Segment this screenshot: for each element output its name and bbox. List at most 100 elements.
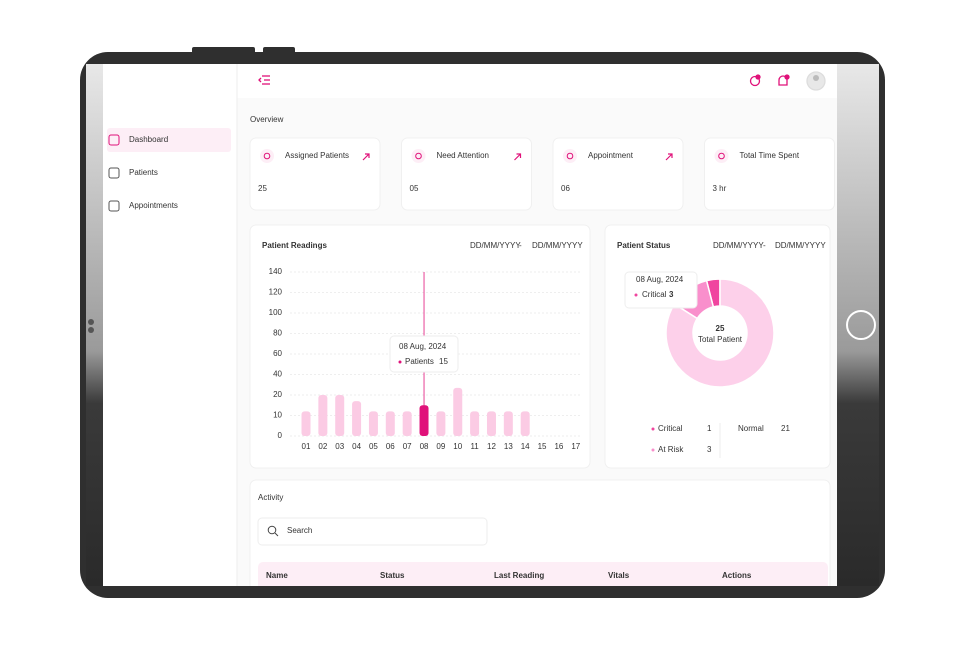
- y-tick-label: 140: [269, 267, 283, 276]
- x-tick-label: 02: [318, 442, 327, 451]
- date-to: DD/MM/YYYY: [775, 241, 826, 250]
- card-label: Total Time Spent: [740, 151, 800, 160]
- card-icon-glyph: [718, 152, 725, 160]
- x-tick-label: 11: [470, 442, 479, 451]
- section-title: Activity: [258, 493, 283, 502]
- card-icon: [411, 149, 426, 163]
- card-icon: [563, 149, 577, 163]
- stat-card: [552, 137, 684, 211]
- column-header: Status: [380, 571, 405, 580]
- bar[interactable]: [503, 411, 513, 436]
- nav-icon: [108, 200, 120, 212]
- date-to: DD/MM/YYYY: [532, 241, 583, 250]
- active-nav-bg[interactable]: [107, 128, 231, 152]
- bar[interactable]: [402, 411, 412, 436]
- bar[interactable]: [301, 411, 311, 436]
- y-tick-label: 0: [278, 431, 283, 440]
- header-icons[interactable]: [749, 71, 826, 91]
- legend-dot: [651, 427, 655, 431]
- card-label: Appointment: [588, 151, 634, 160]
- legend-label: Critical: [658, 424, 683, 433]
- bar[interactable]: [385, 411, 395, 436]
- y-tick-label: 120: [269, 288, 283, 297]
- x-tick-label: 14: [521, 442, 530, 451]
- card-icon-glyph: [566, 152, 574, 160]
- search-box[interactable]: [257, 517, 488, 546]
- x-tick-label: 17: [571, 442, 580, 451]
- legend-value: 21: [781, 424, 790, 433]
- card-icon: [260, 149, 274, 163]
- x-tick-label: 09: [436, 442, 445, 451]
- card-label: Assigned Patients: [285, 151, 349, 160]
- stat-card: [401, 137, 532, 211]
- y-tick-label: 100: [269, 308, 283, 317]
- bar[interactable]: [436, 411, 446, 436]
- search-icon: [267, 525, 277, 535]
- tooltip-dot: [398, 360, 402, 364]
- column-header: Last Reading: [494, 571, 544, 580]
- card-value: 05: [410, 184, 419, 193]
- bar[interactable]: [453, 387, 463, 436]
- date-sep: -: [763, 241, 766, 250]
- nav-item[interactable]: Patients: [129, 168, 158, 177]
- date-sep: -: [519, 241, 522, 250]
- donut-center-label: Total Patient: [698, 335, 743, 344]
- card-link[interactable]: [362, 153, 370, 161]
- x-tick-label: 10: [453, 442, 462, 451]
- legend-dot: [651, 448, 655, 452]
- bar[interactable]: [470, 411, 480, 436]
- tooltip-value: 3: [669, 290, 674, 299]
- search-placeholder: Search: [287, 526, 312, 535]
- y-tick-label: 40: [273, 370, 282, 379]
- bar[interactable]: [318, 395, 328, 436]
- tooltip-label: Patients: [405, 357, 434, 366]
- card-link[interactable]: [665, 153, 673, 161]
- bar[interactable]: [335, 395, 345, 436]
- bar[interactable]: [419, 405, 429, 436]
- x-tick-label: 13: [504, 442, 513, 451]
- donut-segment[interactable]: [665, 278, 775, 388]
- bar[interactable]: [486, 411, 496, 436]
- x-tick-label: 12: [487, 442, 496, 451]
- card-link[interactable]: [514, 153, 522, 161]
- nav-icon: [108, 134, 120, 146]
- x-tick-label: 03: [335, 442, 344, 451]
- stat-card: [249, 137, 381, 211]
- column-header: Actions: [722, 571, 752, 580]
- nav-item[interactable]: Dashboard: [129, 135, 168, 144]
- card-icon: [714, 149, 729, 163]
- home-button[interactable]: [846, 310, 876, 340]
- card-label: Need Attention: [437, 151, 489, 160]
- card-icon-glyph: [263, 152, 271, 160]
- x-tick-label: 05: [369, 442, 378, 451]
- table-header: [258, 562, 828, 586]
- nav-icon: [108, 167, 120, 179]
- tooltip-value: 15: [439, 357, 448, 366]
- legend-label: At Risk: [658, 445, 684, 454]
- tooltip: [624, 271, 698, 309]
- date-from: DD/MM/YYYY: [470, 241, 521, 250]
- tooltip: [389, 335, 459, 373]
- x-tick-label: 16: [554, 442, 563, 451]
- section-title: Overview: [250, 115, 284, 124]
- x-tick-label: 08: [420, 442, 429, 451]
- donut-center-value: 25: [716, 324, 725, 333]
- bar[interactable]: [520, 411, 530, 436]
- x-tick-label: 06: [386, 442, 395, 451]
- menu-toggle[interactable]: [258, 75, 270, 85]
- chart-title: Patient Status: [617, 241, 671, 250]
- chart-title: Patient Readings: [262, 241, 327, 250]
- legend-label: Normal: [738, 424, 764, 433]
- bar[interactable]: [368, 411, 378, 436]
- screen: Dashboard Patients Appointments Overview Ass…: [107, 64, 837, 586]
- bar[interactable]: [352, 401, 362, 436]
- column-header: Name: [266, 571, 288, 580]
- x-tick-label: 07: [403, 442, 412, 451]
- card-icon-glyph: [415, 152, 422, 160]
- nav-item[interactable]: Appointments: [129, 201, 178, 210]
- tooltip-dot: [634, 293, 638, 297]
- card-value: 06: [561, 184, 570, 193]
- stat-card: [704, 137, 835, 211]
- y-tick-label: 60: [273, 349, 282, 358]
- x-tick-label: 04: [352, 442, 361, 451]
